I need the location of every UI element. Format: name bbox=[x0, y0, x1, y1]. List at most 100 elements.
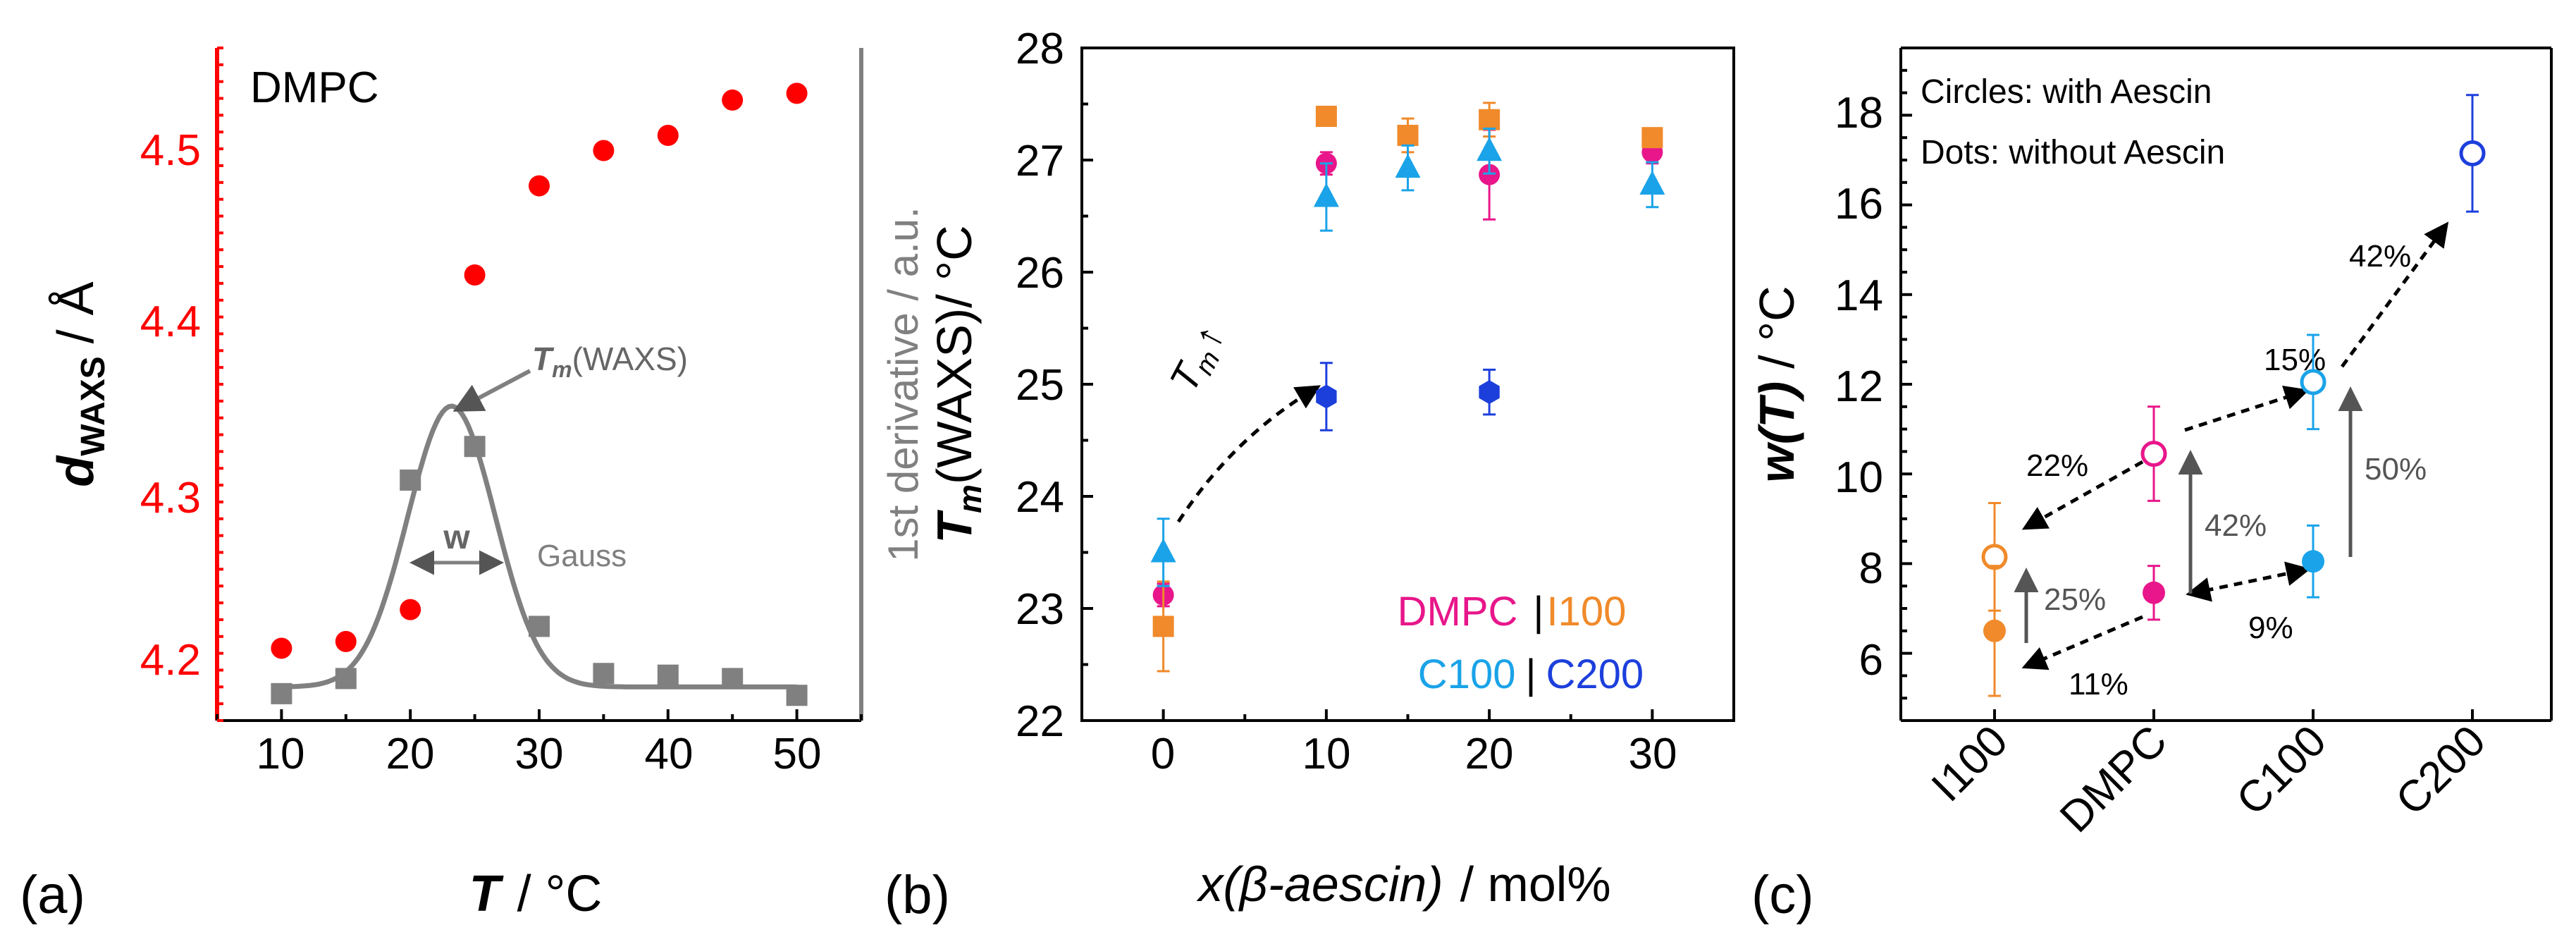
percent-label: 42% bbox=[2349, 239, 2411, 274]
with-aescin-open-circle bbox=[2459, 140, 2486, 166]
gauss-curve bbox=[281, 403, 797, 690]
panel-c-category-label: I100 bbox=[1923, 716, 2017, 811]
panel-b-xtick: 10 bbox=[1302, 730, 1351, 778]
derivative-square-marker bbox=[529, 616, 550, 637]
without-aescin-filled-dot bbox=[2143, 581, 2165, 604]
panel-c-category-label: C100 bbox=[2227, 716, 2336, 825]
percent-label: 42% bbox=[2205, 508, 2267, 543]
c100-marker bbox=[1639, 170, 1665, 195]
percent-label: 11% bbox=[2069, 667, 2128, 702]
tm-label: Tm(WAXS) bbox=[532, 341, 688, 382]
panel-b-ytick: 25 bbox=[1016, 361, 1064, 410]
panel-b-ytick: 22 bbox=[1016, 697, 1064, 746]
arrow-dmpc-c100 bbox=[2184, 385, 2310, 432]
panel-a-ytick: 4.2 bbox=[140, 636, 201, 685]
panel-label-c: (c) bbox=[1751, 865, 1814, 925]
panel-b-xtick: 0 bbox=[1151, 730, 1175, 778]
derivative-square-marker bbox=[593, 663, 615, 685]
panel-c-legend-line: Dots: without Aescin bbox=[1921, 134, 2225, 171]
derivative-square-marker bbox=[464, 436, 486, 458]
derivative-square-marker bbox=[335, 668, 357, 690]
percent-label: 22% bbox=[2026, 448, 2088, 483]
c100-marker bbox=[1477, 137, 1503, 161]
panel-b-xtick: 20 bbox=[1465, 730, 1514, 778]
panel-c-ytick: 16 bbox=[1835, 180, 1883, 228]
c100-marker bbox=[1313, 183, 1339, 207]
panel-c-ticks bbox=[1901, 68, 2474, 721]
width-label: w bbox=[443, 519, 470, 556]
panel-b-ticks bbox=[1080, 47, 1735, 722]
percent-label: 9% bbox=[2248, 611, 2293, 645]
panel-c-ytick: 10 bbox=[1835, 453, 1883, 502]
panel-label-a: (a) bbox=[20, 865, 85, 925]
i100-marker bbox=[1479, 109, 1500, 130]
panel-a-title: DMPC bbox=[250, 63, 379, 112]
panel-a-xtick: 40 bbox=[645, 730, 694, 778]
panel-b-x-label: x(β-aescin) / mol% bbox=[1196, 857, 1610, 912]
i100-marker bbox=[1641, 127, 1663, 149]
panel-a-xtick: 30 bbox=[515, 730, 564, 778]
dwaxs-circle-marker bbox=[271, 637, 292, 659]
tm-arrow bbox=[452, 369, 531, 412]
panel-b-ytick: 28 bbox=[1016, 25, 1064, 73]
i100-marker bbox=[1397, 125, 1419, 147]
panel-b-ytick: 27 bbox=[1016, 137, 1064, 185]
arrow-dmpc-i100 bbox=[2021, 460, 2144, 530]
i100-marker bbox=[1315, 105, 1337, 127]
with-aescin-open-circle bbox=[2140, 441, 2167, 467]
with-aescin-open-circle bbox=[2300, 369, 2327, 396]
panel-a-xtick: 50 bbox=[773, 730, 822, 778]
dwaxs-circle-marker bbox=[335, 630, 357, 652]
panel-a-xtick: 10 bbox=[257, 730, 305, 778]
gauss-label: Gauss bbox=[537, 539, 627, 573]
tm-trend-arrow bbox=[1176, 385, 1321, 523]
i100-marker bbox=[1152, 616, 1174, 637]
dmpc-marker bbox=[1479, 164, 1500, 185]
dwaxs-circle-marker bbox=[657, 125, 679, 147]
derivative-square-marker bbox=[722, 668, 744, 690]
arrow-dmpc-c100-dots bbox=[2186, 561, 2311, 602]
c100-marker bbox=[1395, 154, 1421, 178]
dwaxs-circle-marker bbox=[593, 140, 615, 161]
c200-marker bbox=[1479, 380, 1500, 405]
panel-c-ytick: 18 bbox=[1835, 89, 1883, 137]
panel-a-y-right-label: 1st derivative / a.u. bbox=[880, 207, 927, 562]
panel-c-ytick: 14 bbox=[1835, 271, 1883, 320]
derivative-square-marker bbox=[786, 685, 808, 706]
panel-label-b: (b) bbox=[885, 865, 950, 925]
dwaxs-circle-marker bbox=[400, 599, 421, 620]
tm-trend-label: Tm↑ bbox=[1161, 317, 1237, 401]
dwaxs-circle-marker bbox=[786, 82, 808, 104]
panel-b-ytick: 23 bbox=[1016, 585, 1064, 634]
c200-marker bbox=[1316, 384, 1337, 409]
percent-label: 25% bbox=[2044, 582, 2106, 617]
panel-b: 22 23 24 25 26 27 28 0 10 20 30 x(β-aesc… bbox=[885, 25, 1735, 925]
panel-b-legend-row1: DMPC |I100 bbox=[1398, 589, 1627, 635]
panel-b-y-label: Tm(WAXS)/ °C bbox=[927, 225, 988, 543]
derivative-square-marker bbox=[657, 664, 679, 686]
panel-c-legend-line: Circles: with Aescin bbox=[1921, 73, 2212, 111]
dwaxs-circle-marker bbox=[529, 175, 550, 197]
arrow-dmpc-i100-dots bbox=[2021, 615, 2143, 671]
panel-c-category-label: C200 bbox=[2386, 716, 2495, 825]
panel-a-x-label: T / °C bbox=[469, 866, 603, 922]
panel-a-gauss-fit bbox=[281, 403, 797, 690]
derivative-square-marker bbox=[400, 469, 421, 491]
panel-b-legend-row2: C100 | C200 bbox=[1418, 651, 1644, 697]
panel-b-ytick: 24 bbox=[1016, 473, 1064, 522]
panel-a-ytick: 4.5 bbox=[140, 126, 201, 175]
panel-b-points bbox=[1150, 102, 1665, 673]
panel-a-xtick: 20 bbox=[386, 730, 435, 778]
panel-c-points bbox=[1981, 94, 2486, 697]
percent-label: 50% bbox=[2365, 452, 2427, 486]
panel-a: 4.2 4.3 4.4 4.5 10 20 30 40 50 T / °C dWA… bbox=[20, 47, 927, 925]
dwaxs-circle-marker bbox=[722, 89, 744, 111]
panel-c-ytick: 6 bbox=[1859, 636, 1883, 685]
panel-c-ytick: 12 bbox=[1835, 362, 1883, 411]
c100-marker bbox=[1150, 538, 1176, 563]
panel-c-y-label: w(T)/ °C bbox=[1749, 286, 1804, 482]
panel-a-y-label: dWAXS/ Å bbox=[48, 281, 112, 486]
dwaxs-circle-marker bbox=[464, 264, 486, 286]
panel-a-minor-ticks bbox=[216, 47, 863, 722]
